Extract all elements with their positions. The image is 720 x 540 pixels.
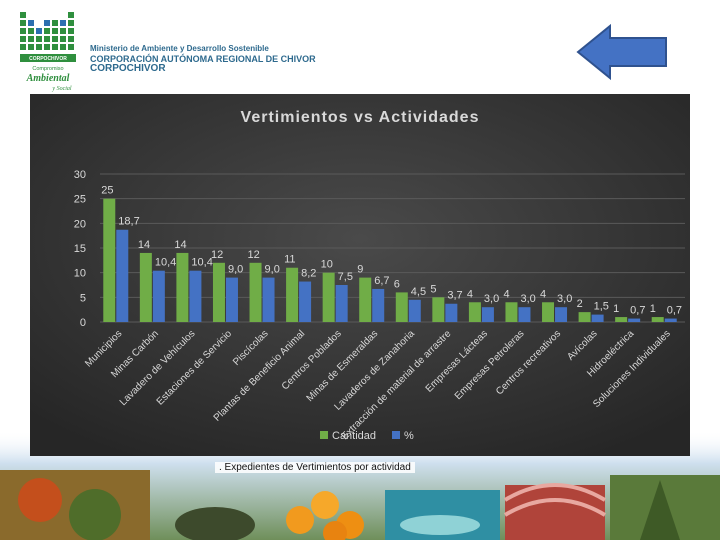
data-label-percent: 3,0	[484, 293, 499, 305]
data-label-percent: 3,0	[520, 293, 535, 305]
figure-caption: . Expedientes de Vertimientos por activi…	[215, 462, 415, 473]
data-label-percent: 0,7	[630, 305, 645, 317]
y-tick-label: 30	[74, 169, 86, 181]
bar-percent	[481, 307, 494, 322]
y-tick-label: 10	[74, 268, 86, 280]
bar-percent	[628, 318, 641, 322]
bar-percent	[116, 229, 129, 322]
bar-cantidad	[468, 302, 481, 322]
bar-cantidad	[651, 317, 664, 322]
arrow-left-icon[interactable]	[574, 22, 670, 82]
bar-percent	[335, 285, 348, 322]
data-label-cantidad: 12	[211, 249, 223, 261]
bar-percent	[262, 277, 275, 322]
data-label-cantidad: 10	[321, 259, 333, 271]
bar-cantidad	[615, 317, 628, 322]
data-label-percent: 0,7	[667, 305, 682, 317]
data-label-cantidad: 14	[174, 239, 186, 251]
logo-tagline-2: Ambiental	[26, 73, 70, 84]
data-label-cantidad: 9	[357, 264, 363, 276]
logo-tagline-1: Compromiso	[32, 66, 63, 72]
data-label-percent: 9,0	[265, 264, 280, 276]
corpochivor-logo: CORPOCHIVOR Compromiso Ambiental y Socia…	[20, 12, 76, 92]
bar-percent	[518, 307, 531, 322]
bar-cantidad	[432, 297, 445, 322]
y-tick-label: 20	[74, 218, 86, 230]
data-label-cantidad: 14	[138, 239, 150, 251]
data-label-cantidad: 11	[284, 254, 295, 266]
data-label-percent: 6,7	[374, 275, 389, 287]
data-label-cantidad: 4	[540, 288, 546, 300]
organization-name: Ministerio de Ambiente y Desarrollo Sost…	[90, 44, 316, 74]
bar-cantidad	[103, 198, 116, 322]
bar-cantidad	[505, 302, 518, 322]
bar-cantidad	[542, 302, 555, 322]
data-label-cantidad: 5	[430, 283, 436, 295]
data-label-cantidad: 4	[467, 288, 473, 300]
logo-band-text: CORPOCHIVOR	[29, 56, 67, 62]
bar-percent	[591, 314, 604, 322]
data-label-cantidad: 1	[650, 303, 656, 315]
bar-percent	[152, 270, 165, 322]
data-label-percent: 1,5	[594, 301, 609, 313]
data-label-cantidad: 2	[577, 298, 583, 310]
legend-label-cantidad: Cantidad	[332, 430, 376, 442]
data-label-percent: 3,0	[557, 293, 572, 305]
chart-title: Vertimientos vs Actividades	[241, 109, 480, 126]
bar-cantidad	[212, 262, 225, 322]
data-label-percent: 8,2	[301, 268, 316, 280]
ministry-name: Ministerio de Ambiente y Desarrollo Sost…	[90, 44, 269, 53]
logo-tagline-3: y Social	[51, 86, 71, 92]
data-label-cantidad: 12	[248, 249, 260, 261]
bar-cantidad	[176, 252, 189, 322]
data-label-percent: 3,7	[447, 290, 462, 302]
chart-vertimientos: Vertimientos vs Actividades 051015202530…	[30, 94, 690, 456]
data-label-cantidad: 4	[503, 288, 509, 300]
bar-percent	[225, 277, 238, 322]
bar-cantidad	[359, 277, 372, 322]
bar-cantidad	[139, 252, 152, 322]
data-label-cantidad: 6	[394, 278, 400, 290]
y-tick-label: 5	[80, 292, 86, 304]
legend-swatch-percent	[392, 431, 400, 439]
y-tick-label: 25	[74, 194, 86, 206]
bar-cantidad	[578, 312, 591, 322]
data-label-percent: 10,4	[191, 257, 212, 269]
legend-swatch-cantidad	[320, 431, 328, 439]
y-tick-label: 0	[80, 317, 86, 329]
bar-cantidad	[322, 272, 335, 322]
data-label-percent: 4,5	[411, 286, 426, 298]
corporation-name: CORPORACIÓN AUTÓNOMA REGIONAL DE CHIVOR	[90, 54, 316, 64]
bar-cantidad	[395, 292, 408, 322]
data-label-percent: 9,0	[228, 264, 243, 276]
bar-percent	[555, 307, 568, 322]
bar-cantidad	[286, 267, 299, 322]
data-label-percent: 7,5	[338, 271, 353, 283]
bar-percent	[372, 288, 385, 322]
bar-percent	[408, 299, 421, 322]
data-label-percent: 18,7	[118, 216, 139, 228]
bar-percent	[299, 281, 312, 322]
bar-percent	[189, 270, 202, 322]
bar-cantidad	[249, 262, 262, 322]
bar-percent	[445, 303, 458, 322]
bar-percent	[664, 318, 677, 322]
corporation-short-name: CORPOCHIVOR	[90, 63, 166, 74]
data-label-cantidad: 25	[101, 185, 113, 197]
data-label-cantidad: 1	[613, 303, 619, 315]
data-label-percent: 10,4	[155, 257, 176, 269]
y-tick-label: 15	[74, 243, 86, 255]
legend-label-percent: %	[404, 430, 414, 442]
